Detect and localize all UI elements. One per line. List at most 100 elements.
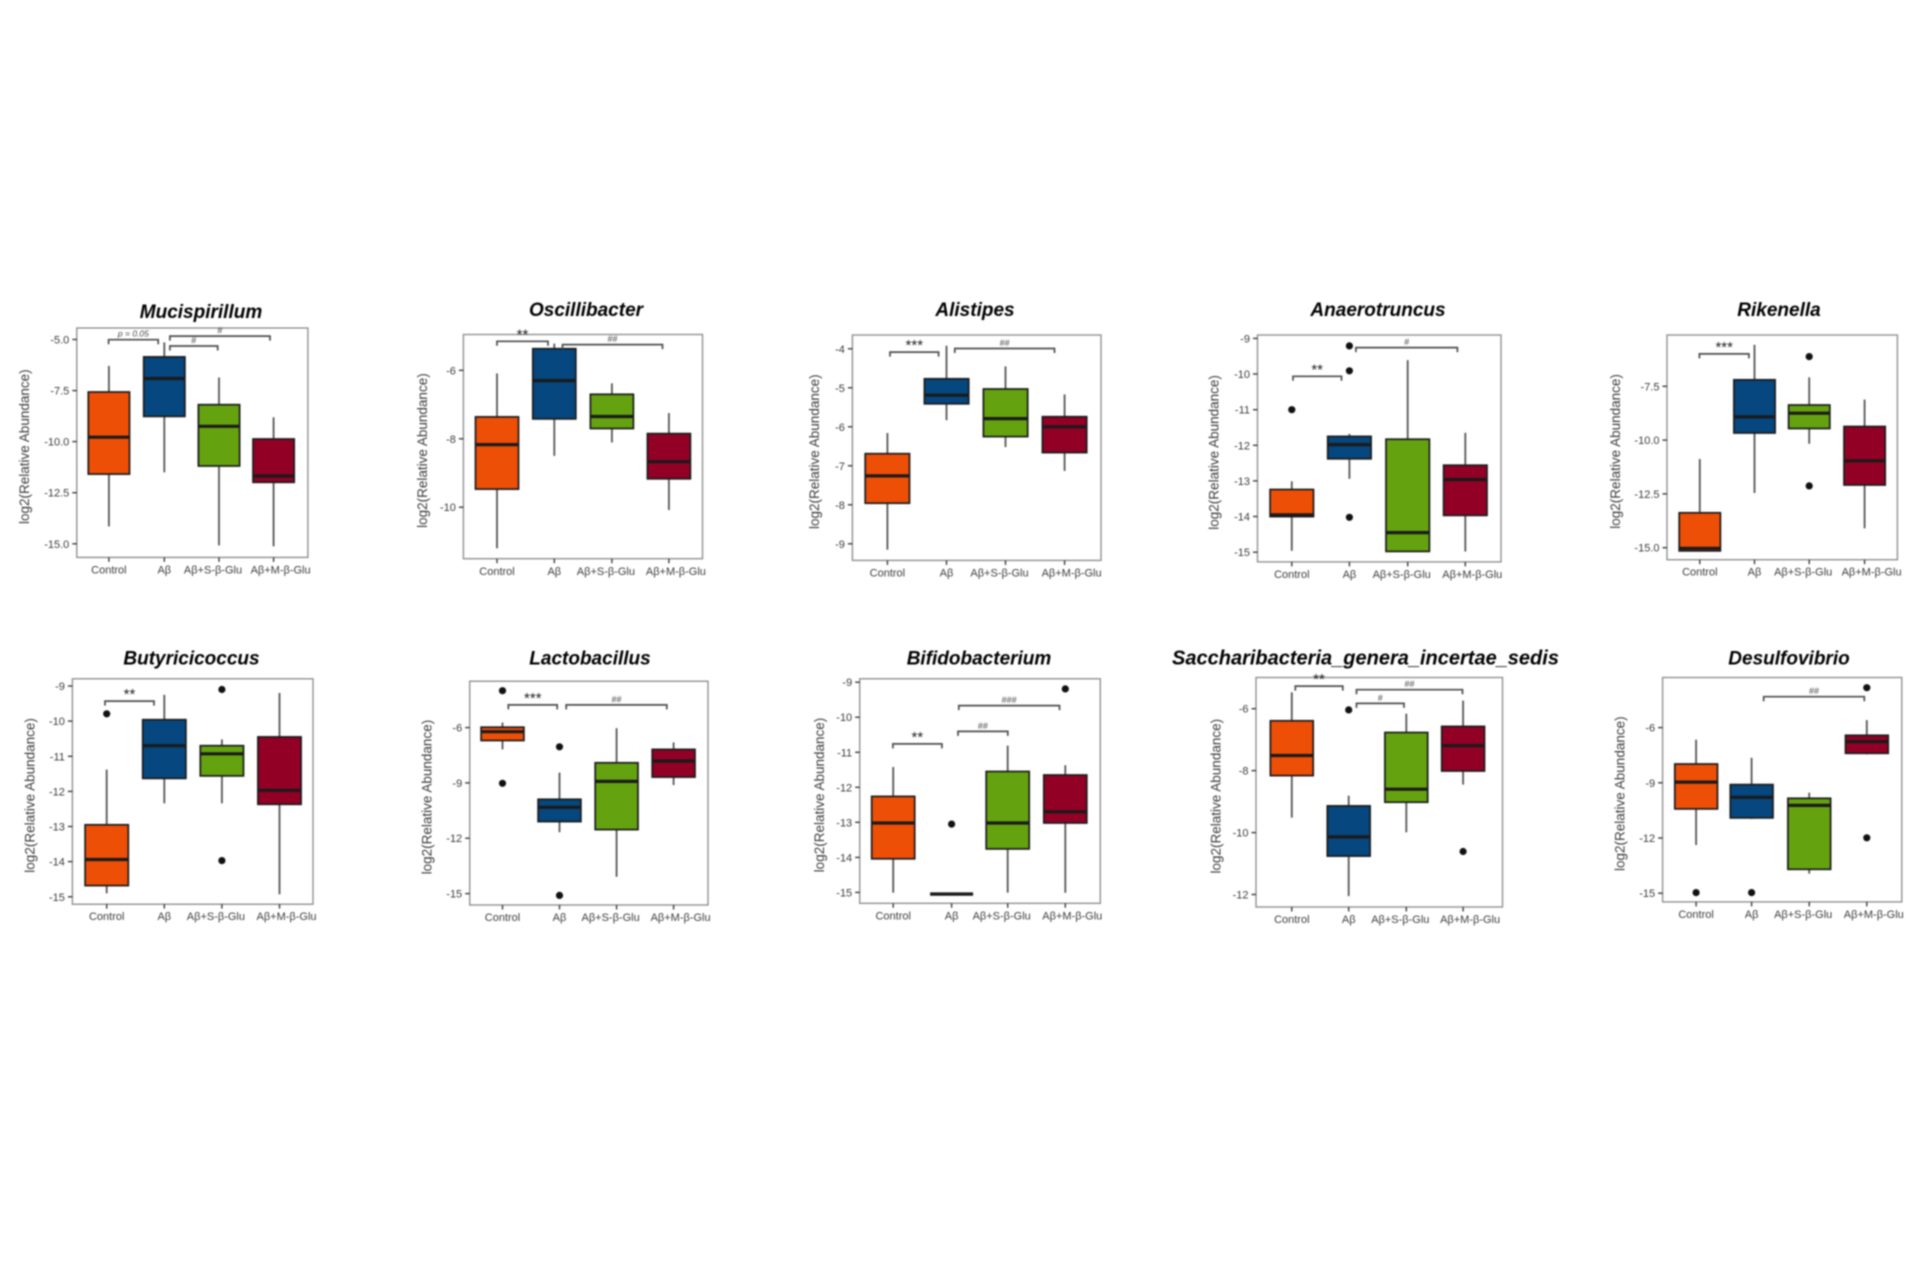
svg-text:-10: -10 — [440, 502, 456, 514]
svg-text:Bifidobacterium: Bifidobacterium — [907, 649, 1052, 670]
svg-text:log2(Relative Abundance): log2(Relative Abundance) — [420, 720, 435, 875]
svg-text:Aβ: Aβ — [553, 912, 567, 924]
svg-text:-13: -13 — [836, 817, 852, 829]
svg-text:Butyricicoccus: Butyricicoccus — [123, 649, 259, 670]
svg-text:-8: -8 — [835, 500, 845, 512]
svg-text:-9: -9 — [452, 778, 462, 790]
svg-text:-6: -6 — [1645, 723, 1655, 735]
svg-text:-10: -10 — [49, 716, 65, 728]
svg-text:##: ## — [1809, 686, 1819, 696]
svg-text:##: ## — [1000, 338, 1010, 348]
svg-text:Mucispirillum: Mucispirillum — [140, 302, 263, 323]
svg-text:p = 0.05: p = 0.05 — [117, 329, 149, 339]
svg-text:**: ** — [124, 686, 136, 703]
svg-text:**: ** — [517, 326, 529, 343]
svg-text:-12: -12 — [836, 782, 852, 794]
svg-text:Aβ: Aβ — [1748, 567, 1762, 579]
svg-text:Anaerotruncus: Anaerotruncus — [1309, 300, 1445, 321]
svg-text:Aβ: Aβ — [157, 564, 171, 576]
svg-text:-10: -10 — [1234, 369, 1250, 381]
svg-text:**: ** — [1313, 671, 1325, 688]
svg-text:-15.0: -15.0 — [44, 539, 69, 551]
svg-text:-10: -10 — [836, 712, 852, 724]
svg-text:#: # — [217, 326, 222, 336]
svg-text:Aβ+S-β-Glu: Aβ+S-β-Glu — [1774, 567, 1832, 579]
svg-text:-4: -4 — [835, 344, 845, 356]
svg-text:Lactobacillus: Lactobacillus — [529, 649, 650, 670]
svg-text:Oscillibacter: Oscillibacter — [529, 300, 645, 321]
svg-text:***: *** — [906, 337, 924, 354]
svg-text:-12.5: -12.5 — [44, 488, 69, 500]
svg-text:Aβ+S-β-Glu: Aβ+S-β-Glu — [184, 564, 242, 576]
svg-text:Aβ: Aβ — [1342, 914, 1356, 926]
svg-text:log2(Relative Abundance): log2(Relative Abundance) — [1608, 374, 1623, 529]
svg-text:-7.5: -7.5 — [1641, 381, 1660, 393]
svg-text:Control: Control — [89, 911, 124, 923]
svg-text:log2(Relative Abundance): log2(Relative Abundance) — [23, 718, 38, 873]
svg-text:Control: Control — [870, 567, 905, 579]
svg-text:log2(Relative Abundance): log2(Relative Abundance) — [415, 373, 430, 528]
svg-text:-12: -12 — [49, 786, 65, 798]
svg-text:Control: Control — [1274, 569, 1309, 581]
svg-text:-7: -7 — [835, 461, 845, 473]
svg-text:Aβ+M-β-Glu: Aβ+M-β-Glu — [256, 911, 316, 923]
svg-text:log2(Relative Abundance): log2(Relative Abundance) — [1613, 716, 1628, 871]
svg-text:log2(Relative Abundance): log2(Relative Abundance) — [17, 369, 32, 524]
svg-text:Control: Control — [91, 564, 126, 576]
svg-text:**: ** — [1311, 361, 1323, 378]
svg-text:-9: -9 — [835, 539, 845, 551]
svg-text:-5: -5 — [835, 383, 845, 395]
svg-text:Aβ: Aβ — [1745, 909, 1759, 921]
svg-text:##: ## — [611, 694, 621, 704]
svg-text:***: *** — [1715, 339, 1733, 356]
svg-text:Saccharibacteria_genera_incert: Saccharibacteria_genera_incertae_sedis — [1172, 648, 1559, 670]
svg-text:#: # — [1404, 337, 1409, 347]
svg-text:-9: -9 — [55, 681, 65, 693]
svg-text:-7.5: -7.5 — [50, 386, 69, 398]
svg-text:Aβ: Aβ — [157, 911, 171, 923]
svg-text:-13: -13 — [1234, 476, 1250, 488]
svg-text:-12: -12 — [1639, 833, 1655, 845]
svg-text:Aβ+S-β-Glu: Aβ+S-β-Glu — [970, 567, 1028, 579]
svg-text:-14: -14 — [49, 857, 65, 869]
svg-text:-15: -15 — [446, 889, 462, 901]
svg-text:Aβ+M-β-Glu: Aβ+M-β-Glu — [1844, 909, 1904, 921]
svg-text:-6: -6 — [452, 723, 462, 735]
svg-text:Control: Control — [1678, 909, 1713, 921]
svg-text:-15: -15 — [1639, 888, 1655, 900]
svg-text:log2(Relative Abundance): log2(Relative Abundance) — [1209, 719, 1224, 874]
svg-text:Alistipes: Alistipes — [934, 300, 1014, 321]
svg-text:Aβ+M-β-Glu: Aβ+M-β-Glu — [251, 564, 311, 576]
svg-text:-8: -8 — [1239, 766, 1249, 778]
svg-text:Aβ+M-β-Glu: Aβ+M-β-Glu — [1042, 910, 1102, 922]
svg-text:log2(Relative Abundance): log2(Relative Abundance) — [812, 718, 827, 873]
svg-text:##: ## — [978, 721, 988, 731]
svg-text:Control: Control — [1682, 567, 1717, 579]
svg-text:-12.5: -12.5 — [1634, 489, 1659, 501]
svg-text:Aβ+S-β-Glu: Aβ+S-β-Glu — [973, 910, 1031, 922]
svg-text:-15: -15 — [49, 892, 65, 904]
svg-text:Aβ: Aβ — [547, 566, 561, 578]
svg-text:**: ** — [912, 729, 924, 746]
svg-text:Aβ+S-β-Glu: Aβ+S-β-Glu — [187, 911, 245, 923]
svg-text:Aβ+S-β-Glu: Aβ+S-β-Glu — [577, 566, 635, 578]
svg-text:-11: -11 — [50, 751, 65, 763]
svg-text:Control: Control — [875, 910, 910, 922]
svg-text:Desulfovibrio: Desulfovibrio — [1728, 649, 1849, 670]
svg-text:-15: -15 — [836, 887, 852, 899]
svg-text:-12: -12 — [1233, 890, 1249, 902]
svg-text:Aβ+M-β-Glu: Aβ+M-β-Glu — [1442, 569, 1502, 581]
svg-text:-9: -9 — [1240, 333, 1250, 345]
svg-text:#: # — [191, 336, 196, 346]
svg-text:-5.0: -5.0 — [50, 335, 69, 347]
svg-text:-8: -8 — [446, 434, 456, 446]
svg-text:-11: -11 — [1235, 405, 1250, 417]
svg-text:Aβ+M-β-Glu: Aβ+M-β-Glu — [1440, 914, 1500, 926]
svg-text:Aβ+M-β-Glu: Aβ+M-β-Glu — [1042, 567, 1102, 579]
svg-text:Aβ+S-β-Glu: Aβ+S-β-Glu — [1774, 909, 1832, 921]
svg-text:Aβ+S-β-Glu: Aβ+S-β-Glu — [1371, 914, 1429, 926]
svg-text:-15.0: -15.0 — [1634, 543, 1659, 555]
svg-text:Control: Control — [1274, 914, 1309, 926]
svg-text:-14: -14 — [1234, 512, 1250, 524]
svg-text:-9: -9 — [1645, 778, 1655, 790]
